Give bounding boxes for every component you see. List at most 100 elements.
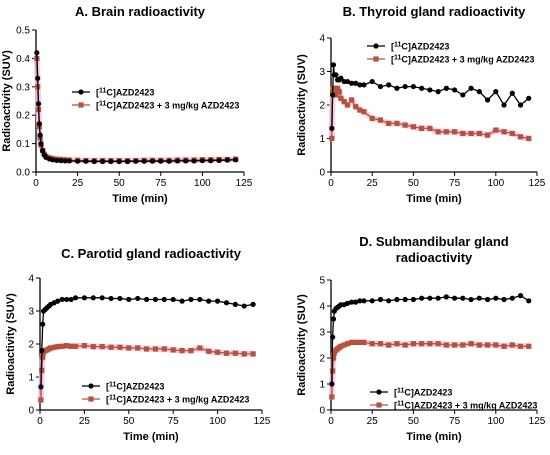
legend-marker [88,396,94,402]
data-point [99,158,106,165]
x-tick-label: 50 [123,416,135,427]
x-tick-label: 100 [487,416,504,427]
data-point [54,157,60,163]
data-point [402,342,408,348]
data-point [338,75,344,81]
x-tick-label: 100 [487,178,504,189]
data-point [526,135,532,142]
data-point [333,92,339,98]
data-point [330,62,337,68]
data-point [501,102,507,108]
data-point [40,321,46,327]
data-point [330,92,336,98]
data-point [329,135,335,142]
legend-label: [11C]AZD2423 [391,41,449,51]
legend: [11C]AZD2423 [11C]AZD2423 + 3 mg/kg AZD24… [72,87,239,110]
y-tick-label: 0.4 [16,54,30,65]
data-point [493,342,499,348]
data-point [443,85,449,91]
x-axis-label: Time (min) [406,431,462,443]
data-point [468,85,474,91]
chart-title: B. Thyroid gland radioactivity [343,4,527,19]
data-point [341,99,347,105]
panel-parotid: C. Parotid gland radioactivity 0 25 50 75 100… [0,228,275,455]
data-point [344,341,351,347]
data-point [419,341,425,347]
data-point [143,346,150,352]
data-point [509,90,515,96]
y-tick-label: 3 [28,307,34,318]
chart-thyroid: B. Thyroid gland radioactivity 0 25 50 75 100… [296,4,546,205]
data-point [38,141,44,147]
data-point [349,339,355,345]
data-point [116,158,122,165]
data-point [330,334,336,340]
data-point [40,354,46,360]
data-point [353,80,359,86]
data-point [55,298,61,304]
x-tick-label: 100 [194,178,211,189]
y-tick-label: 4 [28,274,34,285]
data-point [517,293,524,299]
data-point [369,298,375,304]
data-point [64,296,70,303]
data-point [179,298,185,304]
legend-marker [373,43,379,49]
data-point [460,130,466,137]
data-point [344,78,351,85]
data-point [330,355,337,361]
x-tick-label: 100 [209,416,226,427]
data-point [443,129,449,135]
data-point [216,157,222,163]
x-tick-label: 125 [236,178,253,189]
data-point [126,345,132,351]
data-point [241,351,247,357]
data-point [369,341,375,347]
data-point [460,342,466,348]
data-point [476,130,482,137]
x-tick-label: 125 [529,416,546,427]
data-point [68,296,74,303]
data-point [435,295,441,301]
data-point [143,296,150,303]
data-point [369,115,375,121]
y-tick-label: 4 [319,34,325,45]
data-point [386,342,392,348]
y-tick-label: 0.3 [16,82,30,93]
data-point [62,158,68,164]
data-point [377,341,384,347]
panel-thyroid: B. Thyroid gland radioactivity 0 25 50 75 100… [275,0,550,227]
y-tick-label: 0.0 [16,168,30,179]
data-point [344,102,351,108]
data-point [394,120,400,127]
data-point [484,97,491,103]
series-control [329,293,532,387]
data-point [39,348,45,354]
data-point [40,148,46,154]
data-point [59,343,65,349]
x-tick-label: 25 [79,416,91,427]
data-point [419,295,425,301]
series-error-band [37,342,257,404]
data-point [36,121,42,127]
data-point [108,158,114,165]
data-point [369,78,375,85]
series-control [329,62,532,132]
y-tick-label: 1 [28,373,34,384]
data-point [174,158,181,164]
chart-title: D. Submandibular gland [359,234,509,249]
data-point [460,295,466,301]
data-point [443,342,449,348]
panel-submandibular: D. Submandibular gland radioactivity 0 25 50… [275,228,550,455]
data-point [349,97,355,103]
data-point [526,343,532,349]
y-tick-label: 5 [319,276,325,287]
x-axis-label: Time (min) [406,193,462,205]
y-axis-label: Radioactivity (SUV) [296,54,308,156]
data-point [452,295,458,301]
legend-label: [11C]AZD2423 [106,381,164,391]
data-point [149,158,156,164]
data-point [353,104,359,110]
data-point [435,341,441,347]
x-tick-label: 50 [114,178,126,189]
